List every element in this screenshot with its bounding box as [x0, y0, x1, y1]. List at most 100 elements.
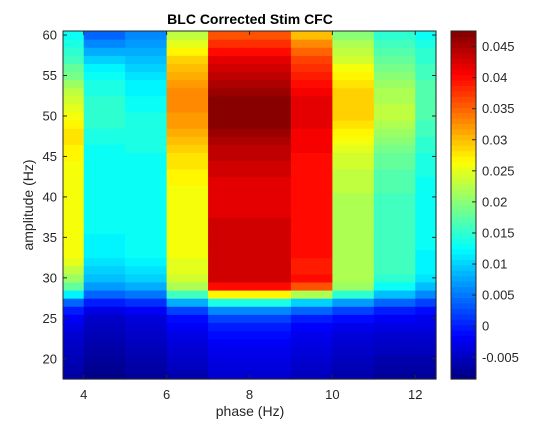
heatmap-cell	[166, 160, 209, 170]
heatmap-cell	[249, 289, 292, 299]
colorbar-strip	[451, 199, 476, 206]
heatmap-cell	[249, 346, 292, 356]
heatmap-cell	[332, 322, 375, 332]
heatmap-cell	[249, 31, 292, 40]
heatmap-cell	[332, 39, 375, 48]
heatmap-cell	[415, 370, 437, 380]
heatmap-cell	[415, 79, 437, 89]
heatmap-cell	[415, 111, 437, 121]
heatmap-cell	[249, 322, 292, 332]
colorbar-strip	[451, 368, 476, 375]
colorbar-strip	[451, 183, 476, 190]
colorbar-strip	[451, 346, 476, 353]
heatmap-cell	[415, 338, 437, 348]
heatmap-cell	[249, 217, 292, 226]
heatmap-cell	[125, 184, 168, 194]
colorbar-strip	[451, 123, 476, 130]
heatmap-cell	[166, 55, 209, 64]
heatmap-cell	[125, 338, 168, 348]
heatmap-cell	[166, 111, 209, 121]
heatmap-cell	[415, 354, 437, 364]
heatmap-cell	[249, 103, 292, 113]
colorbar-strip	[451, 286, 476, 293]
heatmap-cell	[415, 192, 437, 202]
heatmap-cell	[415, 322, 437, 332]
heatmap-cell	[290, 298, 333, 307]
heatmap-cell	[166, 79, 209, 89]
heatmap-cell	[83, 281, 126, 291]
colorbar-strip	[451, 118, 476, 125]
colorbar-strip	[451, 47, 476, 54]
heatmap-cell	[166, 225, 209, 234]
colorbar-ticks: -0.005 0 0.005 0.01 0.015 0.02 0.025 0.03 0.035 0…	[472, 39, 519, 365]
heatmap-cell	[83, 298, 126, 307]
heatmap-cell	[166, 370, 209, 380]
heatmap-cell	[83, 31, 126, 40]
heatmap-cell	[83, 314, 126, 323]
heatmap-cell	[332, 289, 375, 299]
heatmap-cell	[208, 249, 251, 259]
heatmap-cell	[373, 346, 416, 356]
heatmap-cell	[290, 87, 333, 97]
heatmap-cell	[208, 330, 251, 340]
heatmap-cell	[166, 362, 209, 372]
heatmap-cell	[249, 144, 292, 153]
colorbar-strip	[451, 150, 476, 157]
heatmap-cell	[208, 152, 251, 162]
colorbar-strip	[451, 139, 476, 146]
x-tick-label: 12	[408, 387, 422, 402]
heatmap-cell	[249, 354, 292, 364]
heatmap-cell	[415, 136, 437, 145]
heatmap-cell	[332, 306, 375, 315]
heatmap-cell	[290, 306, 333, 315]
colorbar-strip	[451, 166, 476, 173]
colorbar-strip	[451, 210, 476, 217]
heatmap-cell	[415, 103, 437, 113]
heatmap-cell	[83, 362, 126, 372]
heatmap-cell	[83, 338, 126, 348]
heatmap-cell	[166, 281, 209, 291]
heatmap-cell	[125, 71, 168, 81]
heatmap-cell	[166, 322, 209, 332]
heatmap-cell	[83, 257, 126, 267]
heatmap-cell	[166, 217, 209, 226]
heatmap-cell	[290, 120, 333, 129]
colorbar-strip	[451, 330, 476, 337]
heatmap-cell	[249, 63, 292, 73]
heatmap-cell	[83, 79, 126, 89]
colorbar-strip	[451, 313, 476, 320]
heatmap-cell	[83, 184, 126, 194]
heatmap-cell	[332, 184, 375, 194]
heatmap-cell	[373, 79, 416, 89]
heatmap-cell	[332, 55, 375, 64]
heatmap-cell	[125, 362, 168, 372]
heatmap-cell	[415, 152, 437, 162]
heatmap-cell	[63, 192, 85, 202]
heatmap-cell	[332, 152, 375, 162]
heatmap-cell	[332, 265, 375, 275]
heatmap-cell	[63, 322, 85, 332]
heatmap-cell	[125, 289, 168, 299]
heatmap-cell	[83, 370, 126, 380]
heatmap-cell	[208, 322, 251, 332]
heatmap-cell	[208, 265, 251, 275]
heatmap-cell	[290, 273, 333, 283]
heatmap-cell	[415, 128, 437, 137]
heatmap-cell	[373, 176, 416, 186]
heatmap-cell	[166, 63, 209, 73]
heatmap-cell	[415, 47, 437, 56]
colorbar-tick-label: 0.02	[482, 194, 507, 209]
heatmap-cell	[208, 192, 251, 202]
heatmap-cell	[373, 330, 416, 340]
heatmap-cell	[83, 128, 126, 137]
x-axis-ticks: 4 6 8 10 12	[80, 31, 423, 402]
heatmap-cell	[63, 168, 85, 178]
heatmap-cell	[166, 241, 209, 251]
heatmap-cell	[332, 144, 375, 153]
heatmap-cell	[166, 184, 209, 194]
heatmap-cell	[166, 120, 209, 129]
chart-title: BLC Corrected Stim CFC	[167, 11, 333, 27]
heatmap-cell	[63, 298, 85, 307]
heatmap-cell	[332, 136, 375, 145]
